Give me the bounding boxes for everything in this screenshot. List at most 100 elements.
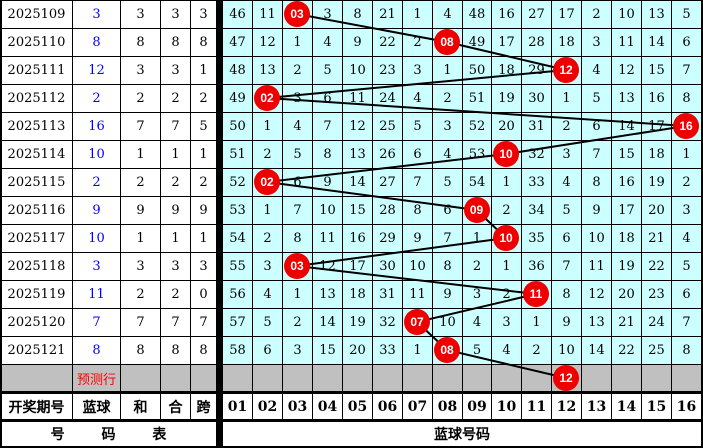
miss-count-cell: 8 xyxy=(312,140,343,169)
period-cell: 2025118 xyxy=(0,252,73,281)
miss-count-cell: 1 xyxy=(462,224,492,253)
miss-count-cell: 3 xyxy=(282,336,313,365)
predicted-ball-marker: 12 xyxy=(553,365,579,391)
prediction-grid-cell xyxy=(491,364,522,393)
miss-count-cell: 7 xyxy=(551,252,582,281)
kua-cell: 3 xyxy=(190,252,217,281)
period-cell: 2025117 xyxy=(0,224,73,253)
miss-count-cell: 7 xyxy=(671,56,702,85)
miss-count-cell: 9 xyxy=(581,196,612,225)
hezhi-cell: 2 xyxy=(160,168,191,197)
miss-count-cell: 30 xyxy=(372,252,403,281)
prediction-grid-cell xyxy=(342,364,373,393)
miss-count-cell: 4 xyxy=(491,336,522,365)
miss-count-cell: 7 xyxy=(282,196,313,225)
blue-ball-marker: 08 xyxy=(434,337,460,363)
kua-cell: 2 xyxy=(190,168,217,197)
miss-count-cell: 35 xyxy=(521,224,552,253)
miss-count-cell: 52 xyxy=(462,112,492,141)
miss-count-cell: 4 xyxy=(671,224,702,253)
miss-count-cell: 10 xyxy=(402,252,433,281)
miss-count-cell: 16 xyxy=(342,224,373,253)
miss-count-cell: 49 xyxy=(222,84,253,113)
he-cell: 3 xyxy=(120,0,161,29)
table-right-border xyxy=(701,0,703,448)
miss-count-cell: 36 xyxy=(521,252,552,281)
ball-column-header: 10 xyxy=(491,392,522,421)
miss-count-cell: 11 xyxy=(312,224,343,253)
he-cell: 2 xyxy=(120,168,161,197)
miss-count-cell: 5 xyxy=(671,0,702,29)
kua-cell: 1 xyxy=(190,140,217,169)
kua-cell: 9 xyxy=(190,196,217,225)
period-cell: 2025120 xyxy=(0,308,73,337)
miss-count-cell: 33 xyxy=(372,336,403,365)
miss-count-cell: 4 xyxy=(551,168,582,197)
miss-count-cell: 5 xyxy=(462,336,492,365)
blue-ball-marker: 09 xyxy=(463,197,490,223)
miss-count-cell: 57 xyxy=(222,308,253,337)
miss-count-cell: 47 xyxy=(222,28,253,57)
miss-count-cell: 7 xyxy=(581,140,612,169)
miss-count-cell: 2 xyxy=(462,252,492,281)
miss-count-cell: 24 xyxy=(372,84,403,113)
miss-count-cell: 50 xyxy=(222,112,253,141)
ball-column-header: 12 xyxy=(551,392,582,421)
blue-ball-marker: 16 xyxy=(673,113,699,139)
ball-column-header: 05 xyxy=(342,392,373,421)
miss-count-cell: 3 xyxy=(462,280,492,309)
blue-cell: 11 xyxy=(72,280,121,309)
miss-count-cell: 31 xyxy=(521,112,552,141)
left-grid-separator xyxy=(216,0,222,448)
miss-count-cell: 11 xyxy=(252,0,283,29)
miss-count-cell: 10 xyxy=(611,0,642,29)
ball-column-header: 06 xyxy=(372,392,403,421)
miss-count-cell: 2 xyxy=(521,336,552,365)
blue-cell: 8 xyxy=(72,336,121,365)
miss-count-cell: 2 xyxy=(491,196,522,225)
miss-count-cell: 28 xyxy=(521,28,552,57)
miss-count-cell: 19 xyxy=(641,168,672,197)
miss-count-cell: 6 xyxy=(581,112,612,141)
miss-count-cell: 9 xyxy=(312,168,343,197)
miss-count-cell: 18 xyxy=(611,224,642,253)
miss-count-cell: 1 xyxy=(402,336,433,365)
miss-count-cell: 25 xyxy=(641,336,672,365)
table-bottom-border xyxy=(0,446,703,448)
miss-count-cell: 18 xyxy=(491,56,522,85)
hezhi-cell: 8 xyxy=(160,336,191,365)
period-cell: 2025114 xyxy=(0,140,73,169)
miss-count-cell: 31 xyxy=(372,280,403,309)
miss-count-cell: 32 xyxy=(521,140,552,169)
miss-count-cell: 1 xyxy=(551,84,582,113)
miss-count-cell: 21 xyxy=(372,0,403,29)
he-cell: 1 xyxy=(120,224,161,253)
miss-count-cell: 11 xyxy=(581,252,612,281)
prediction-grid-cell xyxy=(282,364,313,393)
ball-column-header: 13 xyxy=(581,392,612,421)
miss-count-cell: 8 xyxy=(671,336,702,365)
miss-count-cell: 5 xyxy=(312,56,343,85)
period-cell: 2025116 xyxy=(0,196,73,225)
miss-count-cell: 2 xyxy=(551,112,582,141)
miss-count-cell: 15 xyxy=(641,56,672,85)
miss-count-cell: 5 xyxy=(551,196,582,225)
miss-count-cell: 2 xyxy=(252,224,283,253)
miss-count-cell: 3 xyxy=(312,0,343,29)
blue-ball-marker: 12 xyxy=(553,57,579,83)
miss-count-cell: 8 xyxy=(581,168,612,197)
left-column-header: 跨 xyxy=(190,392,217,421)
hezhi-cell: 8 xyxy=(160,28,191,57)
left-column-header: 开奖期号 xyxy=(0,392,73,421)
blue-ball-marker: 03 xyxy=(284,1,310,27)
ball-column-header: 11 xyxy=(521,392,552,421)
miss-count-cell: 1 xyxy=(402,0,433,29)
miss-count-cell: 58 xyxy=(222,336,253,365)
miss-count-cell: 6 xyxy=(671,28,702,57)
hezhi-cell: 1 xyxy=(160,224,191,253)
miss-count-cell: 1 xyxy=(521,308,552,337)
blue-ball-marker: 07 xyxy=(404,309,430,335)
miss-count-cell: 20 xyxy=(342,336,373,365)
miss-count-cell: 21 xyxy=(611,308,642,337)
miss-count-cell: 17 xyxy=(611,196,642,225)
